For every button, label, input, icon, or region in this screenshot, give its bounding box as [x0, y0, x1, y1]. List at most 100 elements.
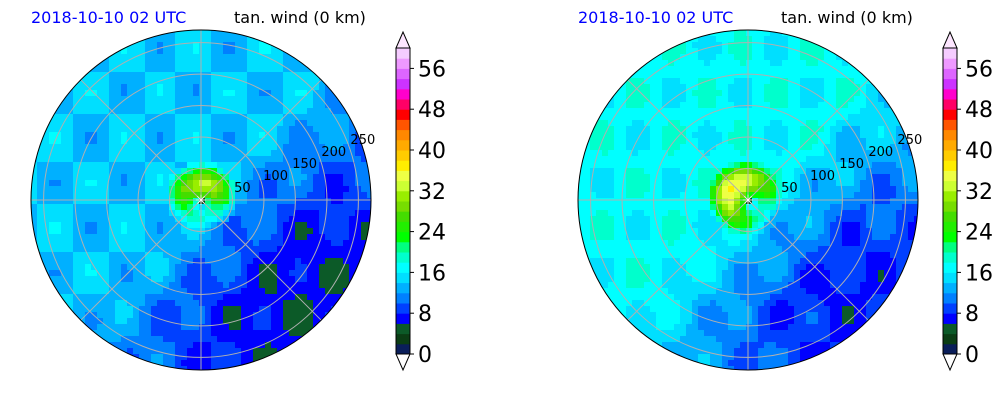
colorbar-segment: [396, 170, 410, 182]
colorbar-tick-label: 8: [418, 302, 432, 327]
colorbar-frame: [395, 47, 411, 355]
colorbar-tick-label: 16: [965, 261, 993, 286]
colorbar-segment: [396, 109, 410, 120]
colorbar-segment: [396, 221, 410, 233]
colorbar-segment: [943, 129, 957, 141]
colorbar-segment: [396, 272, 410, 284]
colorbar-segment: [396, 292, 410, 304]
colorbar-tick-label: 32: [965, 180, 993, 205]
colorbar-tick-label: 16: [418, 261, 446, 286]
colorbar-segment: [943, 231, 957, 243]
colorbar-segment: [396, 201, 410, 212]
colorbar-segment: [396, 88, 410, 100]
colorbar-tick-label: 24: [965, 221, 993, 246]
colorbar-segment: [396, 190, 410, 202]
colorbar-segment: [396, 241, 410, 253]
polar-chart-right: ✳ 50 100 150 200 250 0 8 16 24 32 40 48 56: [577, 29, 993, 372]
polar-grid: [578, 30, 918, 370]
colorbar-segment: [943, 48, 957, 59]
grid-spoke: [80, 199, 202, 321]
ring-label: 50: [781, 181, 798, 196]
panel-timestamp: 2018-10-10 02 UTC: [578, 8, 734, 27]
grid-spoke: [627, 199, 749, 321]
colorbar-tick-label: 0: [965, 343, 979, 368]
storm-center-marker: ✳: [742, 193, 754, 209]
colorbar-segment: [943, 323, 957, 335]
colorbar-segment: [396, 231, 410, 243]
colorbar-segment: [943, 272, 957, 284]
panel-timestamp: 2018-10-10 02 UTC: [31, 8, 187, 27]
colorbar-segment: [943, 160, 957, 171]
ring-label: 150: [839, 157, 864, 172]
colorbar-frame: [942, 47, 958, 355]
colorbar-tick-label: 56: [418, 57, 446, 82]
colorbar-tick-label: 32: [418, 180, 446, 205]
colorbar-segment: [396, 68, 410, 80]
colorbar-segment: [943, 333, 957, 345]
colorbar-segment: [943, 292, 957, 304]
colorbar-segment: [396, 150, 410, 161]
colorbar-segment: [943, 221, 957, 233]
ring-label: 150: [292, 157, 317, 172]
colorbar-segment: [943, 190, 957, 202]
colorbar-segment: [396, 303, 410, 314]
colorbar-segment: [943, 201, 957, 212]
colorbar-segment: [396, 262, 410, 273]
ring-label: 100: [263, 169, 288, 184]
colorbar-segment: [396, 180, 410, 192]
colorbar-segment: [943, 150, 957, 161]
storm-center-marker: ✳: [195, 193, 207, 209]
colorbar-max-arrow: [395, 30, 411, 49]
grid-spoke: [747, 199, 869, 321]
colorbar-tick-label: 8: [965, 302, 979, 327]
colorbar-segment: [396, 99, 410, 110]
polar-grid: [31, 30, 371, 370]
grid-spoke: [200, 79, 322, 201]
colorbar-segment: [943, 343, 957, 355]
colorbar-tick-label: 56: [965, 57, 993, 82]
colorbar-segment: [943, 303, 957, 314]
polar-chart-left: ✳ 50 100 150 200 250 0 8 16 24 32 40 48 56: [30, 29, 446, 372]
colorbar-segment: [943, 58, 957, 69]
panel-right: 2018-10-10 02 UTC tan. wind (0 km) ✳ 50 10…: [547, 0, 1007, 401]
ring-label: 100: [810, 169, 835, 184]
colorbar-segment: [943, 262, 957, 273]
grid-spoke: [200, 199, 322, 321]
colorbar-min-arrow: [942, 353, 958, 372]
colorbar-segment: [943, 313, 957, 324]
colorbar-max-arrow: [942, 30, 958, 49]
colorbar-segment: [943, 109, 957, 120]
colorbar-segment: [943, 88, 957, 100]
colorbar-tick-label: 40: [418, 139, 446, 164]
colorbar-min-arrow: [395, 353, 411, 372]
colorbar-segment: [396, 282, 410, 294]
colorbar: 0 8 16 24 32 40 48 56: [942, 30, 993, 372]
colorbar: 0 8 16 24 32 40 48 56: [395, 30, 446, 372]
colorbar-segment: [396, 78, 410, 90]
colorbar-segment: [943, 78, 957, 90]
colorbar-segment: [943, 139, 957, 151]
colorbar-segment: [396, 48, 410, 59]
colorbar-tick-label: 48: [965, 98, 993, 123]
colorbar-segment: [396, 252, 410, 263]
colorbar-segment: [396, 343, 410, 355]
colorbar-segment: [943, 241, 957, 253]
grid-spoke: [627, 79, 749, 201]
colorbar-tick-label: 40: [965, 139, 993, 164]
colorbar-segment: [396, 333, 410, 345]
colorbar-segment: [396, 119, 410, 131]
plot-boundary: [30, 29, 372, 371]
grid-spoke: [747, 79, 869, 201]
ring-label: 200: [868, 145, 893, 160]
colorbar-segment: [943, 170, 957, 182]
ring-label: 250: [897, 133, 922, 148]
grid-spoke: [80, 79, 202, 201]
colorbar-segment: [396, 58, 410, 69]
plot-boundary: [577, 29, 919, 371]
colorbar-segment: [396, 211, 410, 222]
colorbar-segment: [943, 119, 957, 131]
panel-variable-label: tan. wind (0 km): [781, 8, 913, 27]
colorbar-segment: [943, 252, 957, 263]
panel-left: 2018-10-10 02 UTC tan. wind (0 km) ✳ 50 10…: [0, 0, 503, 401]
colorbar-tick-label: 0: [418, 343, 432, 368]
